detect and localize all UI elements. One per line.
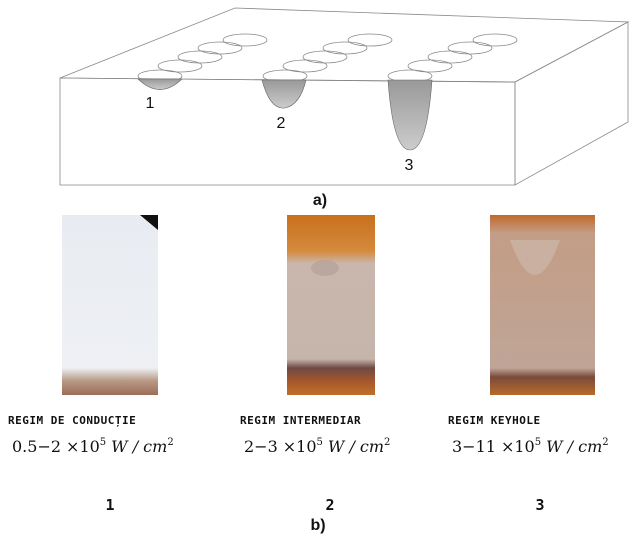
pool-label: 3 <box>405 157 414 174</box>
formula-range: 3−11 <box>452 437 496 456</box>
caption: a) <box>313 192 327 209</box>
formula-unit: W / cm <box>328 437 384 456</box>
formula-base: ×10 <box>66 437 100 456</box>
panel-number: 2 <box>325 496 334 514</box>
formula-unit-exp: 2 <box>167 437 173 448</box>
pool-label: 1 <box>146 95 155 112</box>
formula: 2−3 ×105 W / cm2 <box>244 437 390 456</box>
photo <box>287 215 375 395</box>
formula-unit-exp: 2 <box>602 437 608 448</box>
formula: 3−11 ×105 W / cm2 <box>452 437 609 456</box>
formula-exp: 5 <box>535 437 541 448</box>
panel-number: 3 <box>535 496 544 514</box>
formula-unit: W / cm <box>546 437 602 456</box>
regime-title: REGIM DE CONDUCȚIE <box>8 414 136 427</box>
formula-range: 0.5−2 <box>12 437 61 456</box>
formula: 0.5−2 ×105 W / cm2 <box>12 437 174 456</box>
panel-number: 1 <box>105 496 114 514</box>
formula-base: ×10 <box>501 437 535 456</box>
formula-range: 2−3 <box>244 437 278 456</box>
formula-exp: 5 <box>100 437 106 448</box>
regime-title: REGIM INTERMEDIAR <box>240 414 361 427</box>
regime-title: REGIM KEYHOLE <box>448 414 541 427</box>
formula-unit: W / cm <box>111 437 167 456</box>
photo <box>62 215 158 395</box>
pool-label: 2 <box>277 115 286 132</box>
figure: 1 2 3 a) REGIM DE CONDUCȚIE0.5−2×105W / … <box>0 0 636 539</box>
caption: b) <box>310 517 325 534</box>
formula-base: ×10 <box>283 437 317 456</box>
formula-unit-exp: 2 <box>384 437 390 448</box>
photos <box>62 215 595 395</box>
formula-exp: 5 <box>317 437 323 448</box>
